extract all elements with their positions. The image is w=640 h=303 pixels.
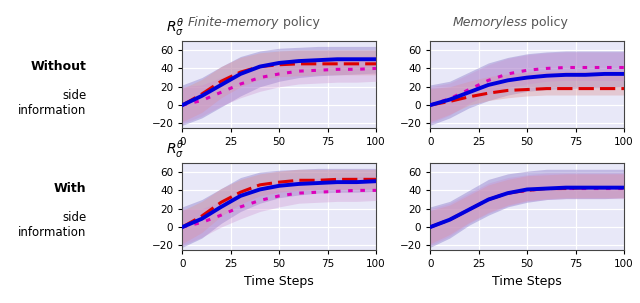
Text: side
information: side information	[18, 211, 86, 238]
X-axis label: Time Steps: Time Steps	[492, 275, 562, 288]
Text: Without: Without	[31, 60, 86, 73]
Text: Finite-memory: Finite-memory	[188, 16, 279, 29]
X-axis label: Time Steps: Time Steps	[244, 275, 314, 288]
Text: side
information: side information	[18, 89, 86, 117]
Text: $R_\sigma^\theta$: $R_\sigma^\theta$	[166, 16, 185, 38]
Text: policy: policy	[279, 16, 320, 29]
Text: Memoryless: Memoryless	[452, 16, 527, 29]
Text: policy: policy	[527, 16, 568, 29]
Text: With: With	[54, 182, 86, 195]
Text: $R_\sigma^\theta$: $R_\sigma^\theta$	[166, 138, 185, 160]
